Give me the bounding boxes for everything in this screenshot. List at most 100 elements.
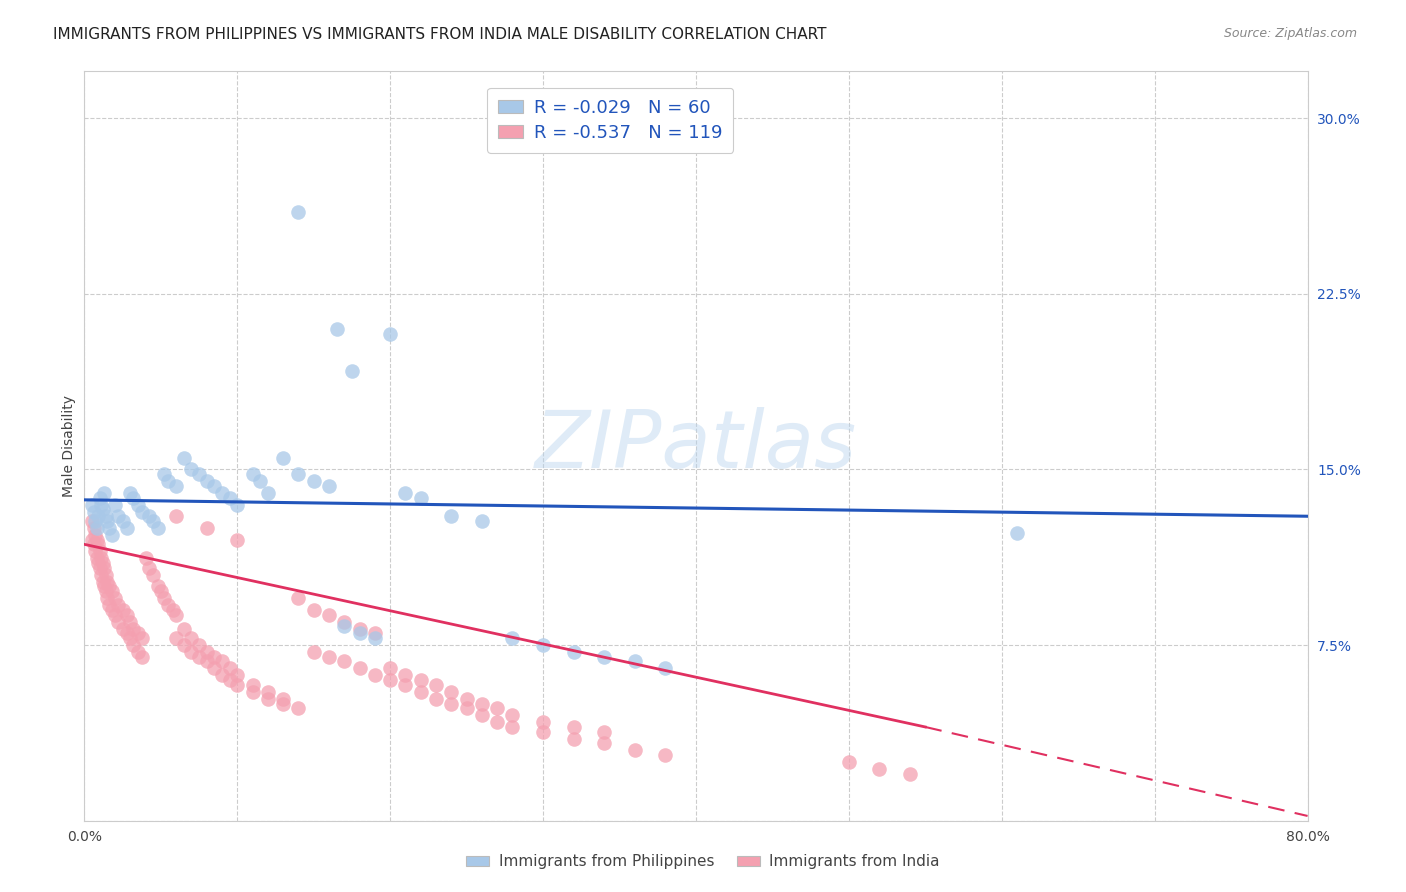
Point [84, 528, 107, 542]
Point [226, 678, 249, 692]
Point [486, 715, 509, 730]
Point [302, 645, 325, 659]
Point [80, 533, 103, 547]
Point [440, 685, 463, 699]
Point [153, 591, 176, 606]
Point [91, 502, 114, 516]
Point [120, 615, 142, 629]
Point [502, 708, 524, 723]
Point [157, 474, 180, 488]
Point [380, 326, 402, 341]
Point [394, 678, 416, 692]
Point [180, 645, 202, 659]
Point [89, 561, 111, 575]
Point [91, 556, 114, 570]
Point [111, 603, 134, 617]
Point [471, 708, 494, 723]
Point [122, 622, 145, 636]
Point [195, 474, 218, 488]
Point [394, 485, 416, 500]
Point [333, 619, 356, 633]
Point [93, 561, 115, 575]
Point [97, 580, 120, 594]
Point [94, 567, 117, 582]
Point [115, 607, 138, 622]
Point [111, 622, 134, 636]
Point [471, 514, 494, 528]
Point [104, 498, 127, 512]
Point [486, 701, 509, 715]
Point [104, 591, 127, 606]
Point [318, 607, 340, 622]
Point [131, 505, 153, 519]
Point [456, 692, 478, 706]
Point [838, 755, 860, 769]
Point [242, 678, 264, 692]
Point [84, 514, 107, 528]
Point [624, 743, 647, 757]
Point [318, 649, 340, 664]
Point [654, 747, 676, 762]
Point [302, 603, 325, 617]
Point [165, 607, 187, 622]
Point [531, 715, 554, 730]
Point [364, 626, 387, 640]
Point [87, 556, 110, 570]
Point [242, 685, 264, 699]
Point [188, 467, 211, 482]
Point [349, 622, 371, 636]
Point [257, 692, 280, 706]
Point [188, 638, 211, 652]
Point [471, 697, 494, 711]
Point [127, 498, 149, 512]
Point [226, 668, 249, 682]
Point [101, 584, 124, 599]
Point [173, 622, 195, 636]
Point [96, 591, 118, 606]
Point [127, 645, 149, 659]
Point [115, 521, 138, 535]
Point [271, 697, 294, 711]
Point [1005, 525, 1028, 540]
Point [456, 701, 478, 715]
Point [364, 631, 387, 645]
Point [211, 668, 233, 682]
Point [131, 649, 153, 664]
Point [218, 673, 240, 688]
Point [101, 528, 124, 542]
Point [83, 537, 105, 551]
Point [94, 509, 117, 524]
Point [202, 479, 225, 493]
Point [409, 673, 432, 688]
Point [226, 533, 249, 547]
Point [86, 521, 108, 535]
Point [157, 599, 180, 613]
Point [93, 580, 115, 594]
Point [409, 685, 432, 699]
Point [149, 584, 172, 599]
Point [165, 631, 187, 645]
Point [562, 731, 585, 746]
Point [287, 204, 309, 219]
Point [302, 474, 325, 488]
Point [83, 505, 105, 519]
Point [101, 603, 124, 617]
Point [287, 467, 309, 482]
Text: Source: ZipAtlas.com: Source: ZipAtlas.com [1223, 27, 1357, 40]
Point [226, 498, 249, 512]
Point [93, 485, 115, 500]
Point [91, 574, 114, 589]
Point [562, 720, 585, 734]
Point [87, 537, 110, 551]
Point [120, 485, 142, 500]
Point [624, 655, 647, 669]
Point [127, 626, 149, 640]
Point [96, 514, 118, 528]
Point [173, 450, 195, 465]
Point [333, 615, 356, 629]
Point [249, 474, 271, 488]
Point [211, 485, 233, 500]
Point [122, 491, 145, 505]
Point [318, 479, 340, 493]
Point [195, 645, 218, 659]
